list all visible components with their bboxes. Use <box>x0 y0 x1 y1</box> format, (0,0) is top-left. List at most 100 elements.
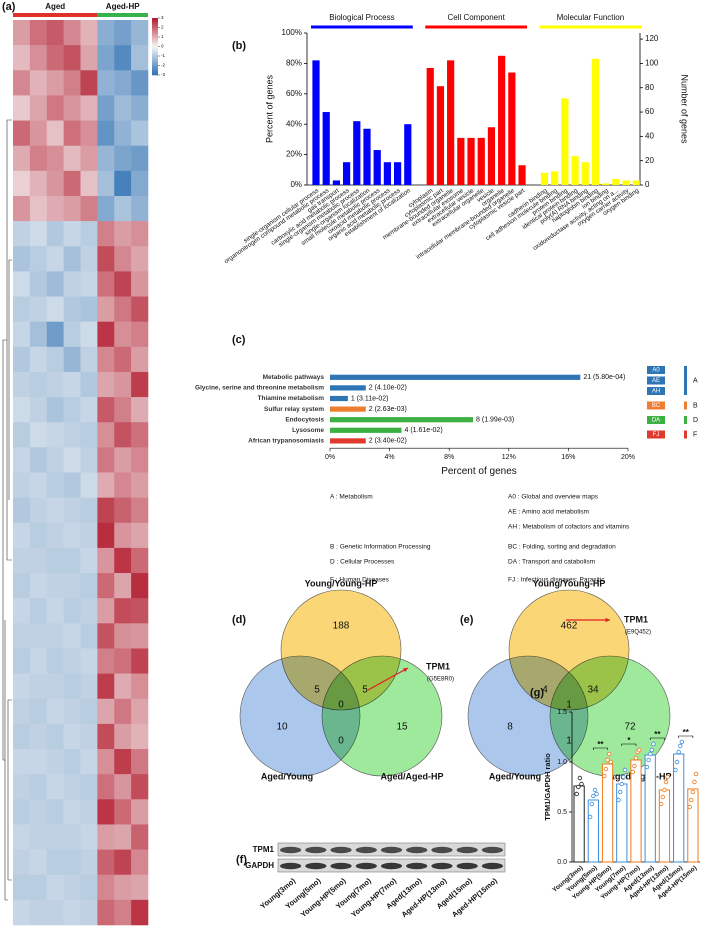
y2-tick-label: 20 <box>645 156 654 165</box>
heatmap-cell <box>46 447 64 473</box>
heatmap-cell <box>114 296 132 322</box>
heatmap-cell <box>114 623 132 649</box>
x-axis-title: Percent of genes <box>441 466 517 477</box>
data-point <box>619 781 624 787</box>
heatmap-cell <box>131 195 149 222</box>
heatmap-cell <box>13 598 31 624</box>
blot-band <box>406 862 428 870</box>
heatmap-cell <box>114 321 132 348</box>
heatmap-cell <box>131 20 149 46</box>
heatmap-cell <box>114 874 132 901</box>
data-point <box>659 801 664 807</box>
data-point <box>649 747 655 753</box>
heatmap-cell <box>63 70 81 96</box>
y-tick-label: 0.0 <box>557 859 567 866</box>
bar <box>551 171 559 185</box>
heatmap-cell <box>114 698 132 725</box>
heatmap-cell <box>29 648 48 674</box>
heatmap-cell <box>13 799 31 825</box>
category-label: Lysosome <box>292 427 324 434</box>
heatmap-cell <box>13 45 31 71</box>
heatmap-cell <box>80 221 98 247</box>
heatmap-cell <box>29 698 48 725</box>
heatmap-cell <box>29 774 48 800</box>
heatmap-cell <box>131 547 149 574</box>
legend-group-bar <box>684 430 687 439</box>
heatmap-cell <box>80 246 98 272</box>
data-point <box>594 791 599 797</box>
heatmap-cell <box>131 497 149 524</box>
colorbar-step <box>152 42 158 45</box>
heatmap-cell <box>13 70 31 96</box>
colorbar-step <box>152 57 158 61</box>
heatmap-cell <box>29 573 48 599</box>
y-tick-label: 1.0 <box>557 759 567 766</box>
heatmap-cell <box>13 824 31 850</box>
heatmap-cell <box>46 749 64 775</box>
heatmap-cell <box>131 296 149 322</box>
colorbar-step <box>152 44 158 47</box>
bar <box>477 137 485 185</box>
heatmap-cell <box>63 497 81 524</box>
colorbar-step <box>152 35 158 38</box>
group-label: Biological Process <box>329 13 394 22</box>
annotation-arrow <box>367 667 409 691</box>
heatmap-cell <box>114 648 132 674</box>
heatmap-cell <box>97 397 115 423</box>
heatmap-cell <box>63 45 81 71</box>
significance-bracket <box>678 735 694 738</box>
heatmap-cell <box>63 623 81 649</box>
group-bar <box>97 13 148 17</box>
blot-band <box>355 862 377 870</box>
dendrogram <box>2 119 12 901</box>
heatmap-cell <box>114 522 132 549</box>
heatmap-cell <box>97 723 115 750</box>
heatmap-cell <box>114 346 132 373</box>
heatmap-cell <box>80 799 98 825</box>
legend-code: DA <box>652 418 660 424</box>
group-label: Molecular Function <box>557 13 625 22</box>
significance-bracket <box>649 737 665 740</box>
heatmap-cell <box>29 321 48 348</box>
annotation-id: (E9Q452) <box>625 630 651 636</box>
legend-swatch <box>647 387 665 395</box>
heatmap-cell <box>63 874 81 901</box>
heatmap-cell <box>46 799 64 825</box>
significance-bracket <box>621 743 637 746</box>
bar <box>518 165 526 185</box>
legend-group-bar <box>684 416 687 424</box>
heatmap-cell <box>63 824 81 850</box>
bar <box>353 121 361 185</box>
legend-code: FJ <box>653 432 660 438</box>
bar <box>330 427 402 433</box>
heatmap-cell <box>114 246 132 272</box>
bar <box>616 783 628 863</box>
bar <box>312 60 320 185</box>
heatmap-cell <box>131 774 149 800</box>
heatmap-cell <box>46 246 64 272</box>
heatmap-cell <box>97 346 115 373</box>
legend-swatch <box>647 416 665 424</box>
colorbar-label: 1 <box>161 34 164 39</box>
heatmap-cell <box>63 648 81 674</box>
bar <box>644 754 656 863</box>
heatmap-cell <box>97 749 115 775</box>
heatmap-cell <box>46 95 64 121</box>
heatmap-cell <box>63 422 81 448</box>
heatmap-cell <box>80 321 98 348</box>
arrow-head <box>403 668 408 673</box>
heatmap-cell <box>46 673 64 700</box>
heatmap-cell <box>114 899 132 926</box>
heatmap-cell <box>13 246 31 272</box>
heatmap-cell <box>131 346 149 373</box>
colorbar-label: -3 <box>161 72 165 77</box>
heatmap-cell <box>97 547 115 574</box>
colorbar-step <box>152 50 158 53</box>
heatmap-cell <box>63 899 81 926</box>
data-point <box>616 797 621 803</box>
heatmap-cell <box>29 271 48 297</box>
heatmap-cell <box>114 221 132 247</box>
heatmap-cell <box>63 296 81 322</box>
data-point <box>662 787 667 793</box>
